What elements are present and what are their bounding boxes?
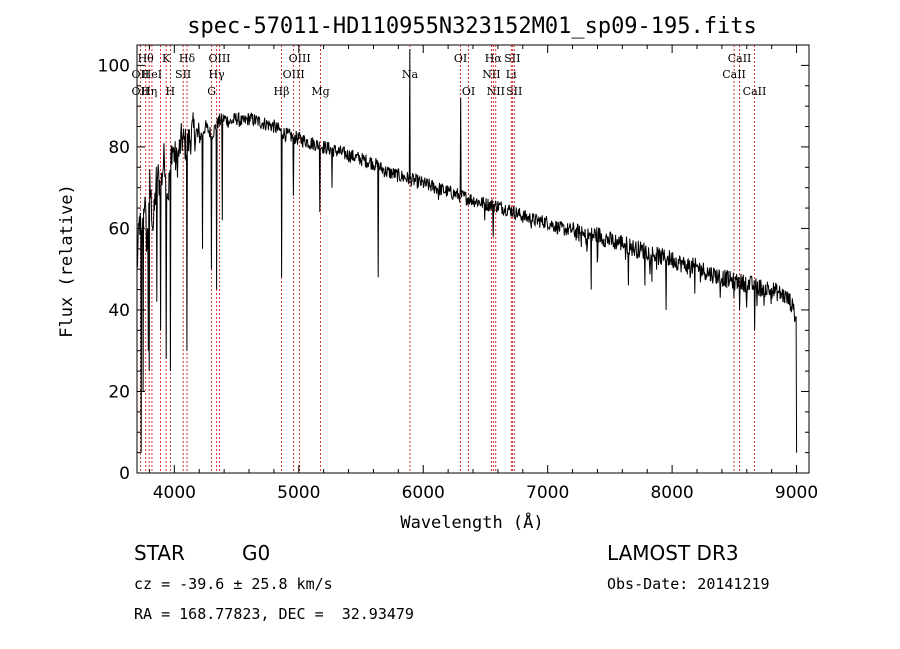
spectral-line-label: CaII: [743, 85, 767, 98]
spectral-line-label: OI: [462, 85, 475, 98]
spectral-line-label: Hδ: [179, 52, 196, 65]
spectral-line-label: H: [166, 85, 176, 98]
y-tick-label: 20: [108, 382, 130, 402]
x-tick-label: 5000: [277, 483, 320, 503]
spectral-line-label: OIII: [289, 52, 311, 65]
spectral-line-label: HeI: [142, 68, 162, 81]
subclass-text: G0: [242, 541, 270, 565]
obs-date-text: Obs-Date: 20141219: [607, 575, 770, 593]
spectrum-line: [136, 49, 798, 469]
y-axis-ticks: 0 20 40 60 80 100: [98, 44, 809, 484]
spectral-line-label: OII: [132, 68, 150, 81]
spectral-line-label: SII: [504, 52, 520, 65]
spectral-line-label: Li: [506, 68, 517, 81]
coords-text: RA = 168.77823, DEC = 32.93479: [134, 605, 414, 623]
x-tick-label: 4000: [153, 483, 196, 503]
spectral-line-label: NII: [487, 85, 505, 98]
spectral-line-label: Mg: [311, 85, 329, 98]
spectrum-group: [136, 49, 798, 469]
y-tick-label: 80: [108, 138, 130, 158]
spectral-line-label: OI: [454, 52, 467, 65]
spectral-line-label: K: [162, 52, 171, 65]
y-axis-label: Flux (relative): [57, 184, 77, 338]
spectral-line-label: OIII: [208, 52, 230, 65]
spectral-line-label: CaII: [728, 52, 752, 65]
spectral-line-label: G: [207, 85, 216, 98]
spectral-line-label: CaII: [722, 68, 746, 81]
classification-text: STAR: [134, 541, 185, 565]
spectral-line-label: NII: [482, 68, 500, 81]
y-tick-label: 60: [108, 219, 130, 239]
x-tick-label: 9000: [775, 483, 818, 503]
spectral-line-label: Hβ: [274, 85, 290, 98]
x-tick-label: 7000: [526, 483, 569, 503]
y-tick-label: 0: [119, 464, 130, 484]
y-tick-label: 40: [108, 301, 130, 321]
x-tick-label: 6000: [402, 483, 445, 503]
spectral-line-label: SII: [506, 85, 522, 98]
spectral-line-label: OIII: [283, 68, 305, 81]
spectral-line-label: Hα: [485, 52, 503, 65]
y-tick-label: 100: [98, 56, 130, 76]
spectral-line-label: Hθ: [138, 52, 155, 65]
x-axis-label: Wavelength (Å): [400, 511, 543, 533]
redshift-text: cz = -39.6 ± 25.8 km/s: [134, 575, 333, 593]
x-tick-label: 8000: [650, 483, 693, 503]
survey-text: LAMOST DR3: [607, 541, 739, 565]
plot-frame: [136, 44, 810, 474]
spectral-line-markers: [139, 45, 755, 473]
x-axis-ticks: 4000 5000 6000 7000 8000 9000: [148, 45, 818, 503]
spectral-line-label: SII: [175, 68, 191, 81]
spectral-line-label: Hγ: [209, 68, 226, 81]
spectral-line-label: OII: [132, 85, 150, 98]
spectral-line-label: Hη: [141, 85, 157, 98]
chart-title: spec-57011-HD110955N323152M01_sp09-195.f…: [187, 14, 757, 39]
